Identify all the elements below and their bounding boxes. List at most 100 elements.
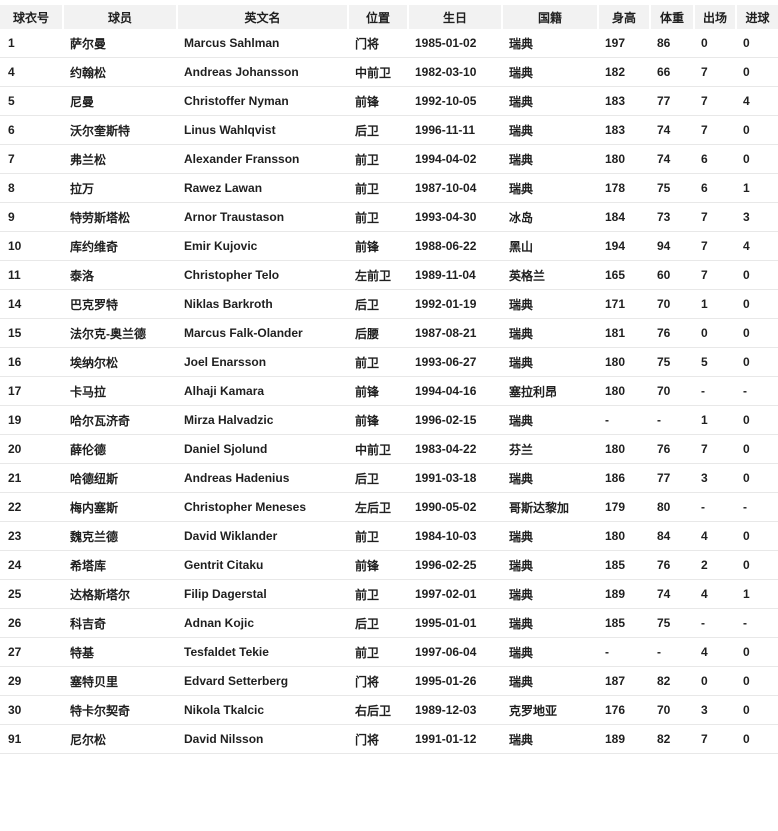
cell-nationality: 瑞典 — [501, 116, 597, 145]
cell-position: 门将 — [347, 667, 407, 696]
cell-position: 后卫 — [347, 609, 407, 638]
cell-position: 前锋 — [347, 87, 407, 116]
cell-position: 左前卫 — [347, 261, 407, 290]
column-header-position: 位置 — [347, 5, 407, 29]
player-row: 29 塞特贝里 Edvard Setterberg 门将 1995-01-26 瑞典 187… — [0, 667, 778, 696]
cell-goals: 0 — [735, 348, 778, 377]
cell-birthday: 1992-01-19 — [407, 290, 501, 319]
cell-height: 180 — [597, 522, 649, 551]
cell-jersey-number: 4 — [0, 58, 62, 87]
cell-appearances: 3 — [693, 464, 735, 493]
cell-birthday: 1993-04-30 — [407, 203, 501, 232]
cell-player-name-cn: 泰洛 — [62, 261, 176, 290]
player-row: 15 法尔克-奥兰德 Marcus Falk-Olander 后腰 1987-08-21… — [0, 319, 778, 348]
player-row: 25 达格斯塔尔 Filip Dagerstal 前卫 1997-02-01 瑞典 189 7… — [0, 580, 778, 609]
cell-position: 前锋 — [347, 377, 407, 406]
cell-jersey-number: 14 — [0, 290, 62, 319]
cell-position: 前卫 — [347, 145, 407, 174]
column-header-goals: 进球 — [735, 5, 778, 29]
cell-player-name-cn: 尼尔松 — [62, 725, 176, 754]
cell-height: 183 — [597, 87, 649, 116]
cell-goals: - — [735, 609, 778, 638]
cell-weight: 74 — [649, 116, 693, 145]
cell-weight: 74 — [649, 145, 693, 174]
player-row: 8 拉万 Rawez Lawan 前卫 1987-10-04 瑞典 178 75 6 1 — [0, 174, 778, 203]
cell-player-name-cn: 希塔库 — [62, 551, 176, 580]
cell-player-name-cn: 梅内塞斯 — [62, 493, 176, 522]
cell-birthday: 1991-03-18 — [407, 464, 501, 493]
cell-position: 右后卫 — [347, 696, 407, 725]
cell-height: 194 — [597, 232, 649, 261]
cell-player-name-cn: 哈尔瓦济奇 — [62, 406, 176, 435]
cell-appearances: 7 — [693, 203, 735, 232]
cell-height: 180 — [597, 377, 649, 406]
cell-nationality: 瑞典 — [501, 290, 597, 319]
cell-jersey-number: 17 — [0, 377, 62, 406]
cell-position: 后卫 — [347, 290, 407, 319]
cell-player-name-en: Alexander Fransson — [176, 145, 347, 174]
cell-jersey-number: 10 — [0, 232, 62, 261]
cell-jersey-number: 20 — [0, 435, 62, 464]
cell-height: 185 — [597, 551, 649, 580]
cell-nationality: 瑞典 — [501, 58, 597, 87]
cell-height: 181 — [597, 319, 649, 348]
cell-birthday: 1989-12-03 — [407, 696, 501, 725]
cell-birthday: 1985-01-02 — [407, 29, 501, 58]
cell-goals: 0 — [735, 261, 778, 290]
cell-nationality: 瑞典 — [501, 406, 597, 435]
cell-position: 前卫 — [347, 203, 407, 232]
cell-appearances: 7 — [693, 435, 735, 464]
cell-weight: - — [649, 638, 693, 667]
cell-nationality: 瑞典 — [501, 638, 597, 667]
column-header-player-name-en: 英文名 — [176, 5, 347, 29]
cell-weight: 76 — [649, 319, 693, 348]
cell-birthday: 1993-06-27 — [407, 348, 501, 377]
squad-roster-table: 球衣号 球员 英文名 位置 生日 国籍 身高 体重 出场 进球 1 萨尔曼 Marc… — [0, 5, 778, 754]
cell-player-name-en: Arnor Traustason — [176, 203, 347, 232]
cell-birthday: 1984-10-03 — [407, 522, 501, 551]
cell-player-name-cn: 埃纳尔松 — [62, 348, 176, 377]
cell-appearances: - — [693, 609, 735, 638]
cell-goals: 0 — [735, 464, 778, 493]
player-row: 91 尼尔松 David Nilsson 门将 1991-01-12 瑞典 189 82 7 0 — [0, 725, 778, 754]
cell-weight: 82 — [649, 725, 693, 754]
cell-weight: 66 — [649, 58, 693, 87]
cell-appearances: 6 — [693, 174, 735, 203]
player-row: 23 魏克兰德 David Wiklander 前卫 1984-10-03 瑞典 180 84… — [0, 522, 778, 551]
cell-position: 后卫 — [347, 116, 407, 145]
cell-jersey-number: 29 — [0, 667, 62, 696]
cell-jersey-number: 16 — [0, 348, 62, 377]
cell-appearances: 0 — [693, 319, 735, 348]
cell-height: 187 — [597, 667, 649, 696]
cell-appearances: 5 — [693, 348, 735, 377]
cell-appearances: 1 — [693, 406, 735, 435]
cell-nationality: 瑞典 — [501, 174, 597, 203]
cell-position: 前卫 — [347, 348, 407, 377]
cell-position: 前锋 — [347, 551, 407, 580]
cell-goals: 0 — [735, 667, 778, 696]
cell-birthday: 1997-06-04 — [407, 638, 501, 667]
cell-jersey-number: 5 — [0, 87, 62, 116]
cell-jersey-number: 11 — [0, 261, 62, 290]
cell-goals: 0 — [735, 696, 778, 725]
cell-nationality: 芬兰 — [501, 435, 597, 464]
cell-weight: 84 — [649, 522, 693, 551]
cell-height: 180 — [597, 145, 649, 174]
column-header-appearances: 出场 — [693, 5, 735, 29]
cell-birthday: 1997-02-01 — [407, 580, 501, 609]
cell-birthday: 1992-10-05 — [407, 87, 501, 116]
cell-appearances: 7 — [693, 232, 735, 261]
cell-height: 180 — [597, 435, 649, 464]
cell-jersey-number: 23 — [0, 522, 62, 551]
cell-goals: 1 — [735, 580, 778, 609]
cell-player-name-en: David Wiklander — [176, 522, 347, 551]
cell-weight: 77 — [649, 464, 693, 493]
player-row: 9 特劳斯塔松 Arnor Traustason 前卫 1993-04-30 冰岛 184 7… — [0, 203, 778, 232]
cell-appearances: 4 — [693, 580, 735, 609]
cell-appearances: - — [693, 377, 735, 406]
player-row: 16 埃纳尔松 Joel Enarsson 前卫 1993-06-27 瑞典 180 75 5 0 — [0, 348, 778, 377]
cell-player-name-en: Nikola Tkalcic — [176, 696, 347, 725]
cell-birthday: 1987-08-21 — [407, 319, 501, 348]
cell-goals: 0 — [735, 319, 778, 348]
cell-jersey-number: 25 — [0, 580, 62, 609]
